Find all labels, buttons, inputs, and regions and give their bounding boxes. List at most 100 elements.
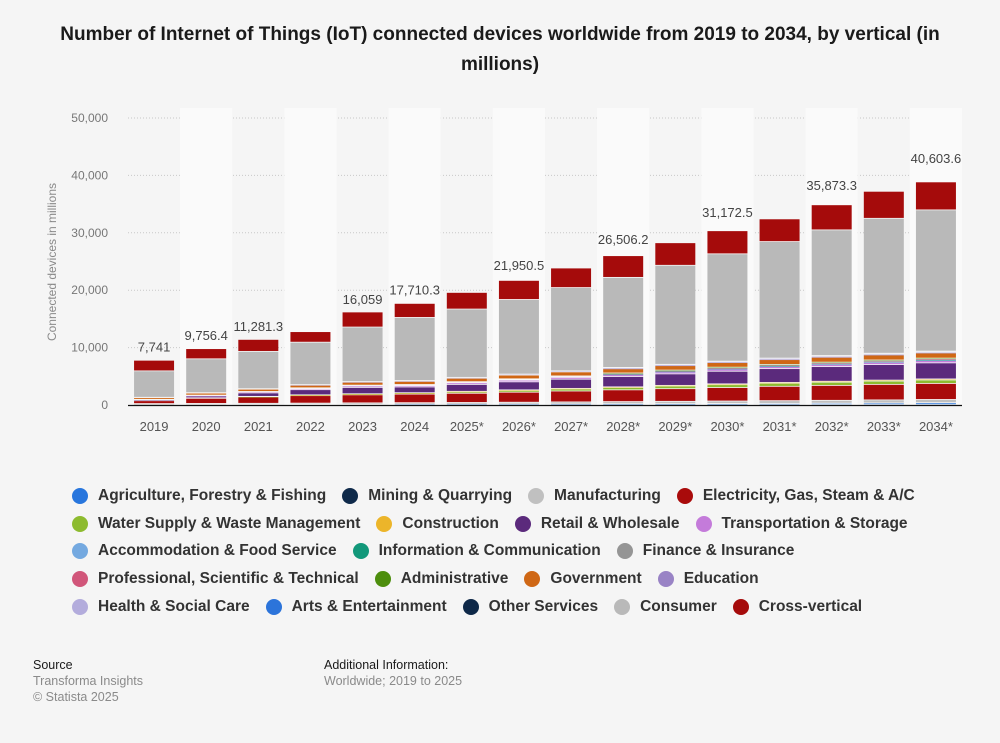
bar-segment[interactable] — [238, 393, 279, 396]
legend-item[interactable]: Arts & Entertainment — [265, 598, 447, 616]
bar-segment[interactable] — [759, 369, 800, 383]
bar-segment[interactable] — [863, 384, 904, 400]
legend-item[interactable]: Electricity, Gas, Steam & A/C — [676, 487, 915, 505]
bar-segment[interactable] — [134, 360, 175, 371]
bar-segment[interactable] — [811, 382, 852, 385]
legend-item[interactable]: Government — [524, 570, 642, 588]
legend-item[interactable]: Transportation & Storage — [695, 515, 908, 533]
bar-segment[interactable] — [655, 389, 696, 401]
bar-segment[interactable] — [759, 401, 800, 403]
bar-segment[interactable] — [863, 362, 904, 365]
bar-segment[interactable] — [811, 367, 852, 381]
bar-segment[interactable] — [342, 387, 383, 394]
bar-segment[interactable] — [394, 303, 435, 318]
bar-segment[interactable] — [863, 403, 904, 405]
bar-segment[interactable] — [915, 182, 956, 210]
bar-segment[interactable] — [342, 382, 383, 385]
bar-segment[interactable] — [394, 317, 435, 381]
legend-item[interactable]: Water Supply & Waste Management — [72, 515, 360, 533]
bar-segment[interactable] — [551, 287, 592, 371]
bar-segment[interactable] — [238, 339, 279, 351]
bar-segment[interactable] — [759, 219, 800, 242]
bar-segment[interactable] — [134, 371, 175, 397]
bar-segment[interactable] — [915, 383, 956, 400]
bar-segment[interactable] — [394, 385, 435, 387]
legend-item[interactable]: Cross-vertical — [732, 598, 862, 616]
bar-segment[interactable] — [551, 391, 592, 402]
bar-segment[interactable] — [863, 191, 904, 218]
bar-segment[interactable] — [342, 312, 383, 327]
legend-item[interactable]: Mining & Quarrying — [342, 487, 512, 505]
bar-segment[interactable] — [290, 342, 331, 385]
legend-item[interactable]: Education — [657, 570, 759, 588]
bar-segment[interactable] — [707, 369, 748, 371]
bar-segment[interactable] — [394, 403, 435, 404]
bar-segment[interactable] — [498, 299, 539, 374]
bar-segment[interactable] — [603, 256, 644, 277]
bar-segment[interactable] — [498, 380, 539, 382]
bar-segment[interactable] — [186, 359, 227, 393]
bar-segment[interactable] — [551, 402, 592, 404]
bar-segment[interactable] — [134, 397, 175, 399]
bar-segment[interactable] — [811, 385, 852, 400]
bar-segment[interactable] — [498, 390, 539, 392]
bar-segment[interactable] — [811, 357, 852, 362]
bar-segment[interactable] — [603, 277, 644, 368]
bar-segment[interactable] — [603, 387, 644, 390]
bar-segment[interactable] — [863, 400, 904, 403]
bar-segment[interactable] — [915, 353, 956, 358]
bar-segment[interactable] — [238, 351, 279, 389]
bar-segment[interactable] — [342, 403, 383, 404]
bar-segment[interactable] — [446, 393, 487, 403]
bar-segment[interactable] — [759, 366, 800, 369]
bar-segment[interactable] — [811, 230, 852, 356]
bar-segment[interactable] — [603, 369, 644, 373]
bar-segment[interactable] — [603, 390, 644, 402]
bar-segment[interactable] — [915, 399, 956, 403]
bar-segment[interactable] — [290, 385, 331, 388]
bar-segment[interactable] — [290, 396, 331, 403]
bar-segment[interactable] — [186, 396, 227, 398]
bar-segment[interactable] — [186, 398, 227, 404]
bar-segment[interactable] — [655, 374, 696, 385]
legend-item[interactable]: Finance & Insurance — [616, 542, 794, 560]
bar-segment[interactable] — [759, 241, 800, 358]
bar-segment[interactable] — [551, 377, 592, 379]
bar-segment[interactable] — [707, 401, 748, 404]
bar-segment[interactable] — [290, 332, 331, 342]
bar-segment[interactable] — [498, 280, 539, 300]
legend-item[interactable]: Construction — [376, 515, 499, 533]
bar-segment[interactable] — [290, 390, 331, 395]
bar-segment[interactable] — [759, 360, 800, 364]
bar-segment[interactable] — [915, 380, 956, 384]
bar-segment[interactable] — [915, 403, 956, 405]
bar-segment[interactable] — [655, 401, 696, 404]
bar-segment[interactable] — [551, 372, 592, 376]
legend-item[interactable]: Retail & Wholesale — [514, 515, 680, 533]
bar-segment[interactable] — [707, 363, 748, 367]
bar-segment[interactable] — [811, 364, 852, 367]
bar-segment[interactable] — [915, 363, 956, 379]
bar-segment[interactable] — [655, 265, 696, 364]
bar-segment[interactable] — [498, 375, 539, 379]
bar-segment[interactable] — [811, 205, 852, 230]
bar-segment[interactable] — [707, 231, 748, 254]
bar-segment[interactable] — [603, 374, 644, 377]
bar-segment[interactable] — [238, 389, 279, 392]
bar-segment[interactable] — [446, 292, 487, 309]
source-name[interactable]: Transforma Insights — [33, 674, 143, 688]
bar-segment[interactable] — [603, 376, 644, 387]
bar-segment[interactable] — [186, 349, 227, 359]
bar-segment[interactable] — [394, 381, 435, 385]
legend-item[interactable]: Health & Social Care — [72, 598, 250, 616]
legend-item[interactable]: Agriculture, Forestry & Fishing — [72, 487, 326, 505]
legend-item[interactable]: Information & Communication — [352, 542, 601, 560]
bar-segment[interactable] — [446, 309, 487, 377]
bar-segment[interactable] — [394, 394, 435, 403]
bar-segment[interactable] — [655, 366, 696, 370]
bar-segment[interactable] — [603, 402, 644, 404]
bar-segment[interactable] — [394, 387, 435, 393]
bar-segment[interactable] — [759, 383, 800, 386]
bar-segment[interactable] — [342, 327, 383, 382]
bar-segment[interactable] — [238, 397, 279, 403]
